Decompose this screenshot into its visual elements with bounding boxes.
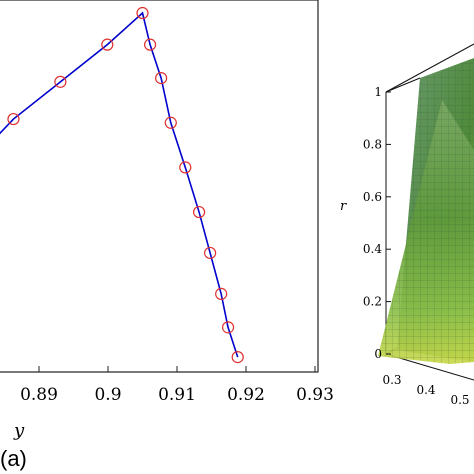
x-axis-ticks: 0.89 0.9 0.91 0.92 0.93: [20, 366, 334, 405]
z-tick-label: 0: [374, 347, 382, 361]
data-point-marker: [231, 351, 244, 364]
z-tick-label: 0.6: [363, 190, 382, 204]
z-tick-label: 0.8: [363, 137, 382, 151]
x-tick-label-3d: 0.5: [450, 393, 469, 407]
series-group: [0, 6, 244, 364]
surface-mesh-front: [378, 100, 474, 364]
x-axis-ticks-3d: 0.3 0.4 0.5: [382, 373, 469, 407]
x-tick-label: 0.89: [20, 385, 58, 405]
data-point-marker: [204, 246, 217, 260]
z-tick-label: 1: [374, 85, 382, 99]
data-point-marker: [136, 6, 149, 20]
x-tick-label-3d: 0.4: [416, 383, 435, 397]
surface-plot-panel: 0 0.2 0.4 0.6 0.8 1 0.3 0.4 0.5 r: [340, 43, 474, 407]
data-point-marker: [164, 116, 177, 129]
data-point-marker: [179, 161, 192, 174]
series-line: [0, 11, 239, 358]
z-axis-label: r: [340, 199, 347, 214]
x-tick-label: 0.92: [227, 385, 265, 405]
data-point-marker: [143, 38, 157, 51]
x-tick-label-3d: 0.3: [382, 373, 401, 387]
x-tick-label: 0.93: [296, 385, 334, 405]
x-axis-label: y: [13, 420, 25, 441]
data-point-marker: [7, 112, 20, 126]
data-point-marker: [215, 287, 228, 300]
line-chart-panel: 0.89 0.9 0.91 0.92 0.93 y (a): [0, 0, 334, 471]
data-point-marker: [101, 38, 114, 51]
data-point-marker: [155, 72, 168, 85]
z-tick-label: 0.2: [363, 295, 382, 309]
data-point-marker: [221, 321, 235, 334]
x-tick-label: 0.9: [94, 385, 121, 405]
z-tick-label: 0.4: [363, 242, 382, 256]
data-point-marker: [54, 75, 67, 88]
panel-label: (a): [0, 446, 27, 471]
z-axis-ticks: 0 0.2 0.4 0.6 0.8 1: [363, 85, 391, 361]
x-tick-label: 0.91: [158, 385, 196, 405]
data-point-marker: [192, 205, 206, 219]
plot-frame: [0, 0, 319, 373]
